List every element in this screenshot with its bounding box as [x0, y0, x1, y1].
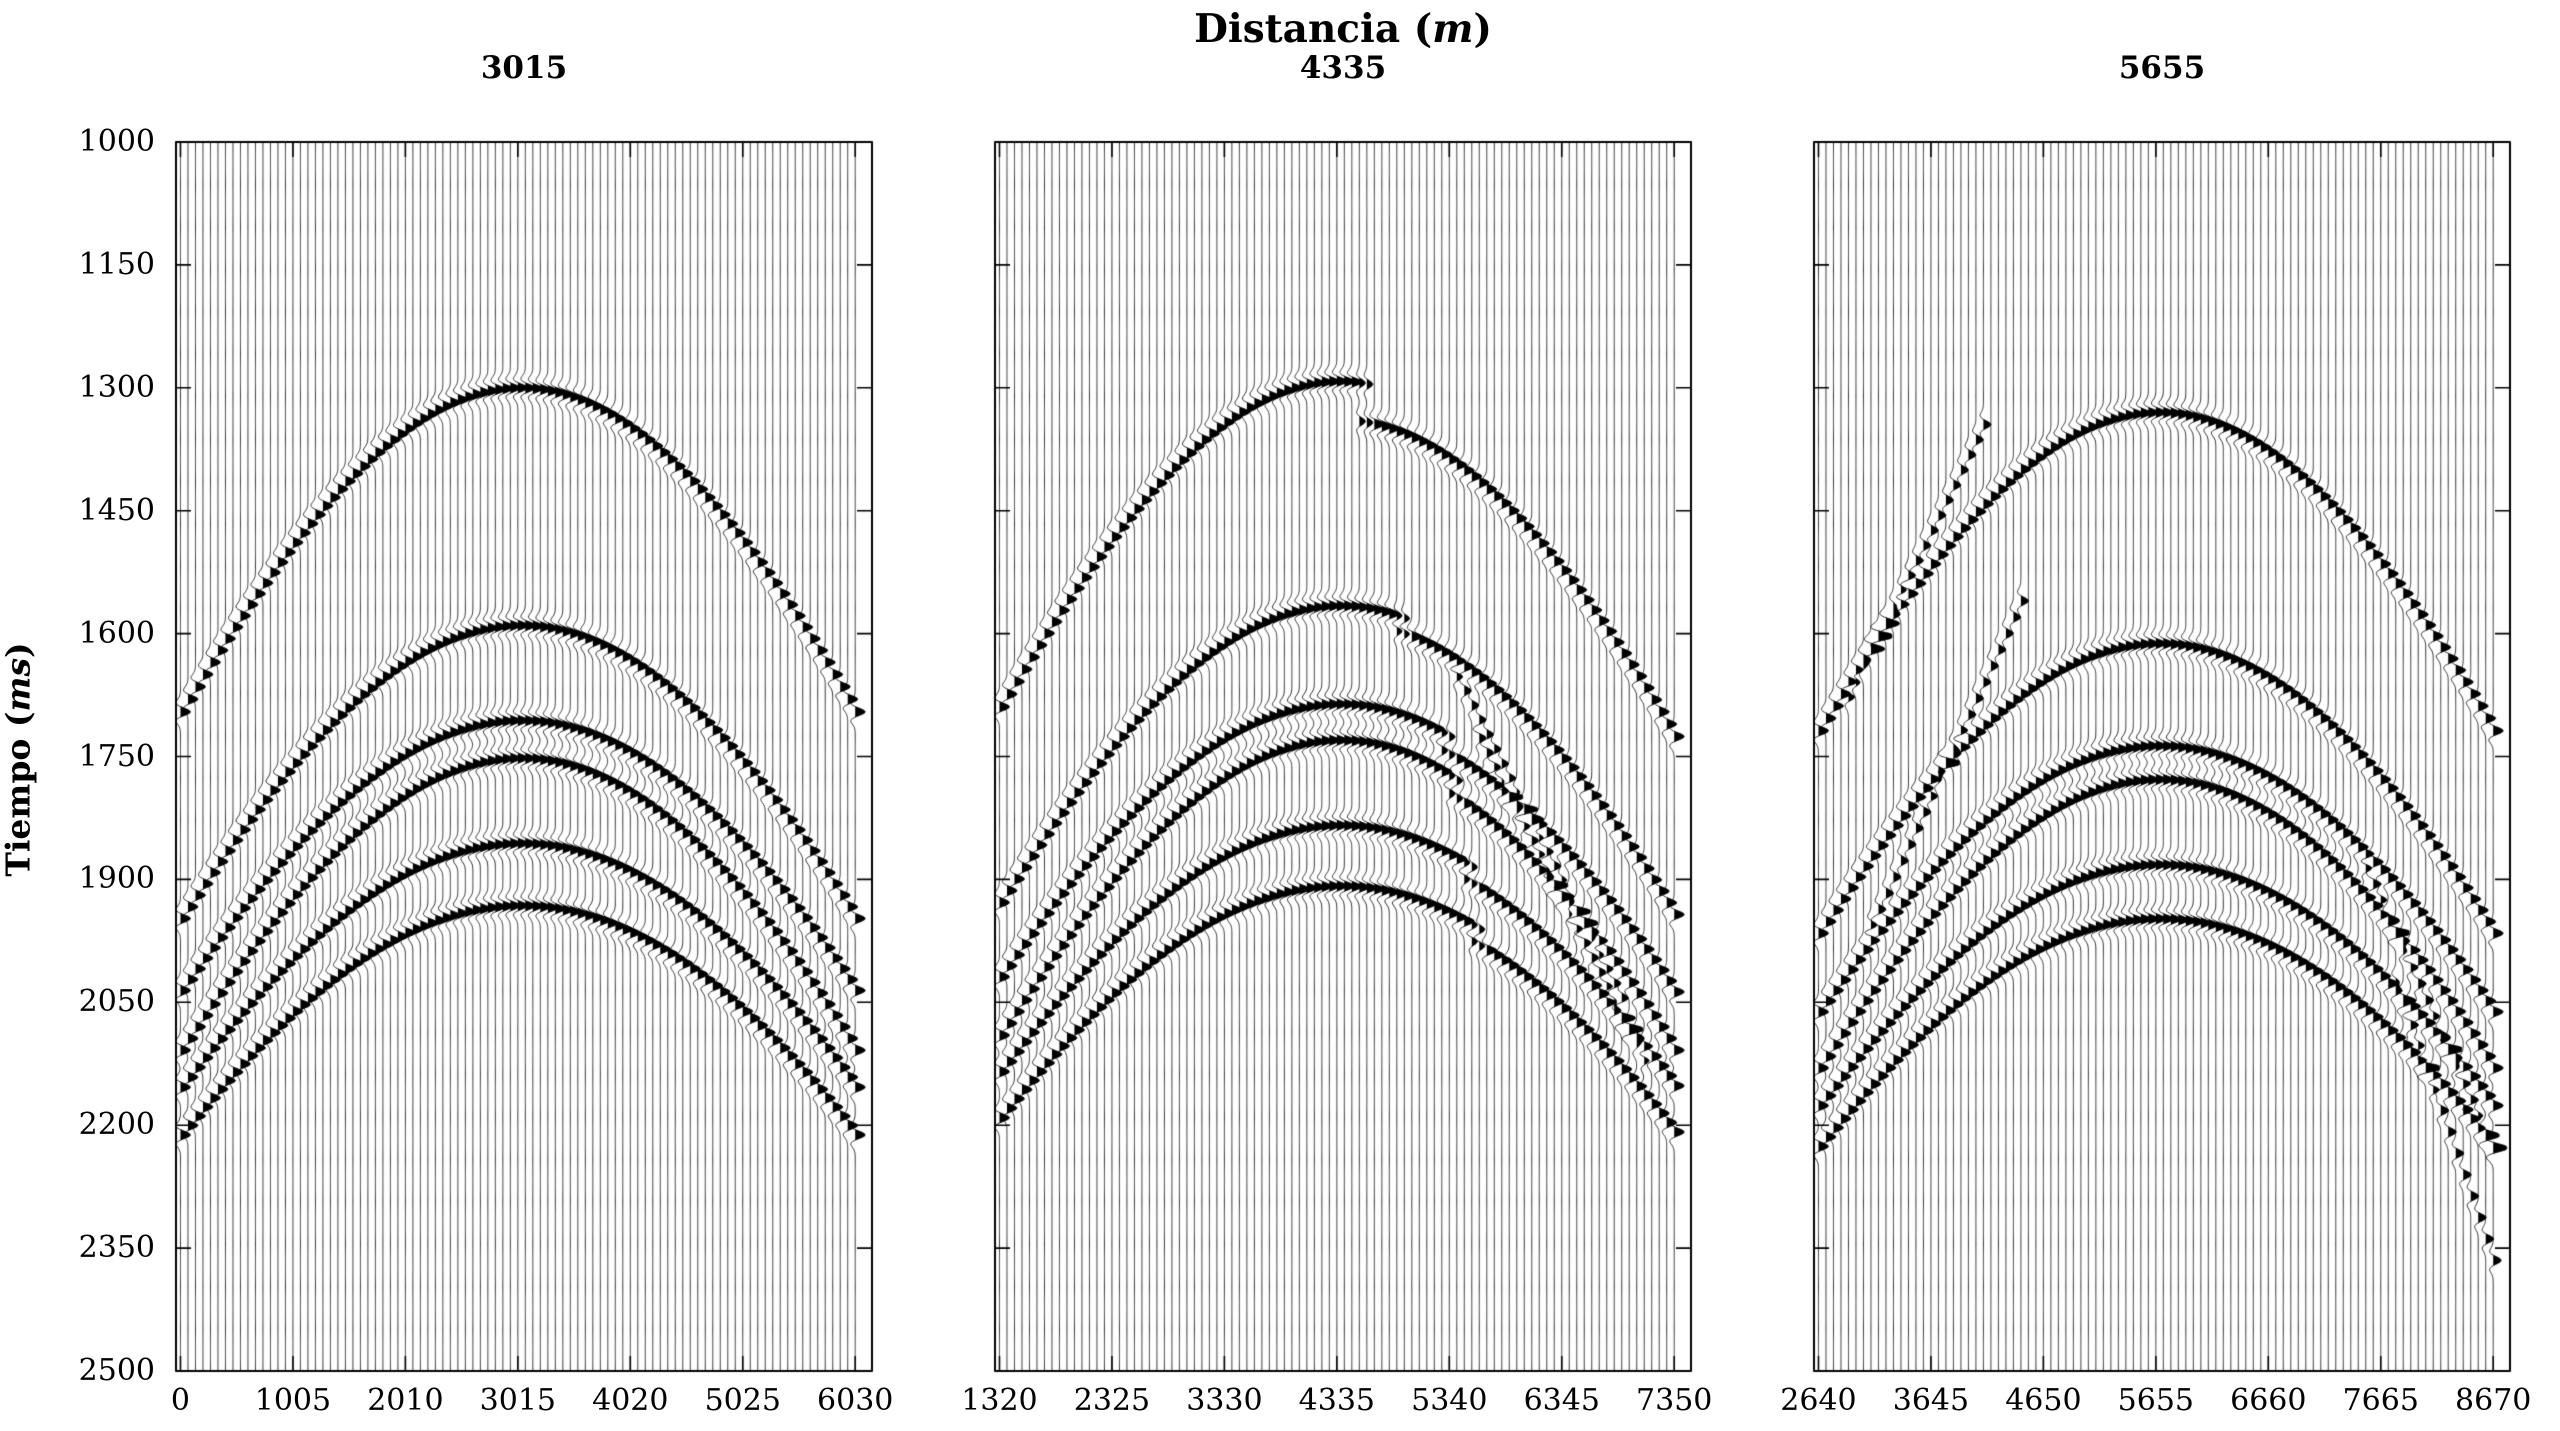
x-tick-label: 3330	[1186, 1383, 1263, 1418]
y-tick-label: 2050	[78, 984, 155, 1020]
y-tick-label: 2350	[78, 1230, 155, 1266]
x-tick-label: 6660	[2230, 1383, 2307, 1418]
y-tick-label: 1300	[78, 369, 155, 405]
y-tick-label: 1600	[78, 615, 155, 651]
y-tick-label: 1000	[78, 124, 155, 159]
figure-title-close: )	[1473, 6, 1492, 52]
y-tick-label: 1750	[78, 738, 155, 774]
x-tick-label: 8670	[2455, 1383, 2532, 1418]
x-tick-label: 7350	[1636, 1383, 1713, 1418]
x-tick-label: 4020	[592, 1383, 669, 1418]
panel-title-4335: 4335	[1299, 50, 1387, 86]
y-tick-label: 1450	[78, 492, 155, 528]
x-tick-label: 6030	[817, 1383, 894, 1418]
figure-title: Distancia (m)	[0, 6, 2560, 52]
x-tick-label: 2325	[1073, 1383, 1151, 1418]
x-tick-label: 6345	[1523, 1383, 1600, 1418]
panel-title-3015: 3015	[480, 50, 568, 86]
x-tick-label: 5025	[704, 1383, 781, 1418]
x-tick-label: 5655	[2117, 1383, 2195, 1418]
x-tick-label: 3015	[479, 1383, 557, 1418]
y-axis-label-text: Tiempo (	[0, 711, 38, 877]
y-tick-label: 2200	[78, 1107, 155, 1143]
panel-title-5655: 5655	[2118, 50, 2206, 86]
y-tick-label: 2500	[78, 1353, 155, 1388]
y-axis-label: Tiempo (ms)	[0, 530, 38, 990]
x-tick-label: 1005	[254, 1383, 332, 1418]
x-tick-label: 1320	[961, 1383, 1038, 1418]
x-tick-label: 4650	[2005, 1383, 2082, 1418]
y-tick-label: 1900	[78, 861, 155, 897]
x-tick-label: 7665	[2342, 1383, 2419, 1418]
x-tick-label: 2010	[367, 1383, 444, 1418]
figure-title-text: Distancia (	[1194, 6, 1433, 52]
y-axis-label-italic: ms	[0, 657, 38, 712]
y-tick-label: 1150	[78, 246, 155, 282]
x-tick-label: 0	[170, 1383, 191, 1418]
y-axis-label-close: )	[0, 642, 38, 658]
figure-title-italic: m	[1432, 6, 1474, 52]
x-tick-label: 5340	[1411, 1383, 1488, 1418]
x-tick-label: 2640	[1780, 1383, 1857, 1418]
x-tick-label: 4335	[1298, 1383, 1376, 1418]
x-tick-label: 3645	[1892, 1383, 1970, 1418]
